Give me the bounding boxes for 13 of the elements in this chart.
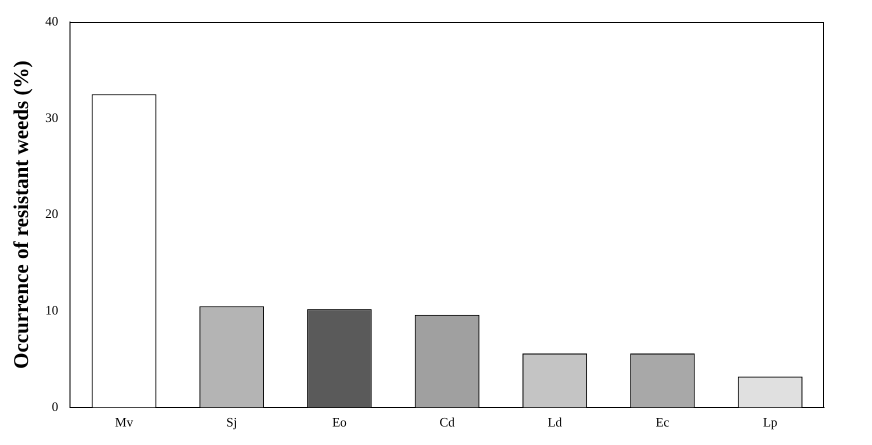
y-tick-label: 10 — [45, 302, 58, 318]
y-tick-label: 20 — [45, 206, 58, 222]
x-tick-label: Lp — [762, 414, 778, 430]
x-tick-label: Sj — [226, 414, 238, 430]
x-tick-label: Ec — [656, 414, 670, 430]
x-tick-label: Mv — [115, 414, 134, 430]
y-tick-label: 30 — [45, 110, 58, 125]
y-tick-label: 0 — [52, 398, 58, 414]
y-axis-title: Occurrence of resistant weeds (%) — [9, 60, 34, 369]
x-tick-label: Cd — [440, 414, 456, 430]
y-tick-label: 40 — [45, 13, 58, 28]
x-tick-label: Ld — [548, 414, 562, 430]
x-tick-label: Eo — [332, 414, 347, 430]
